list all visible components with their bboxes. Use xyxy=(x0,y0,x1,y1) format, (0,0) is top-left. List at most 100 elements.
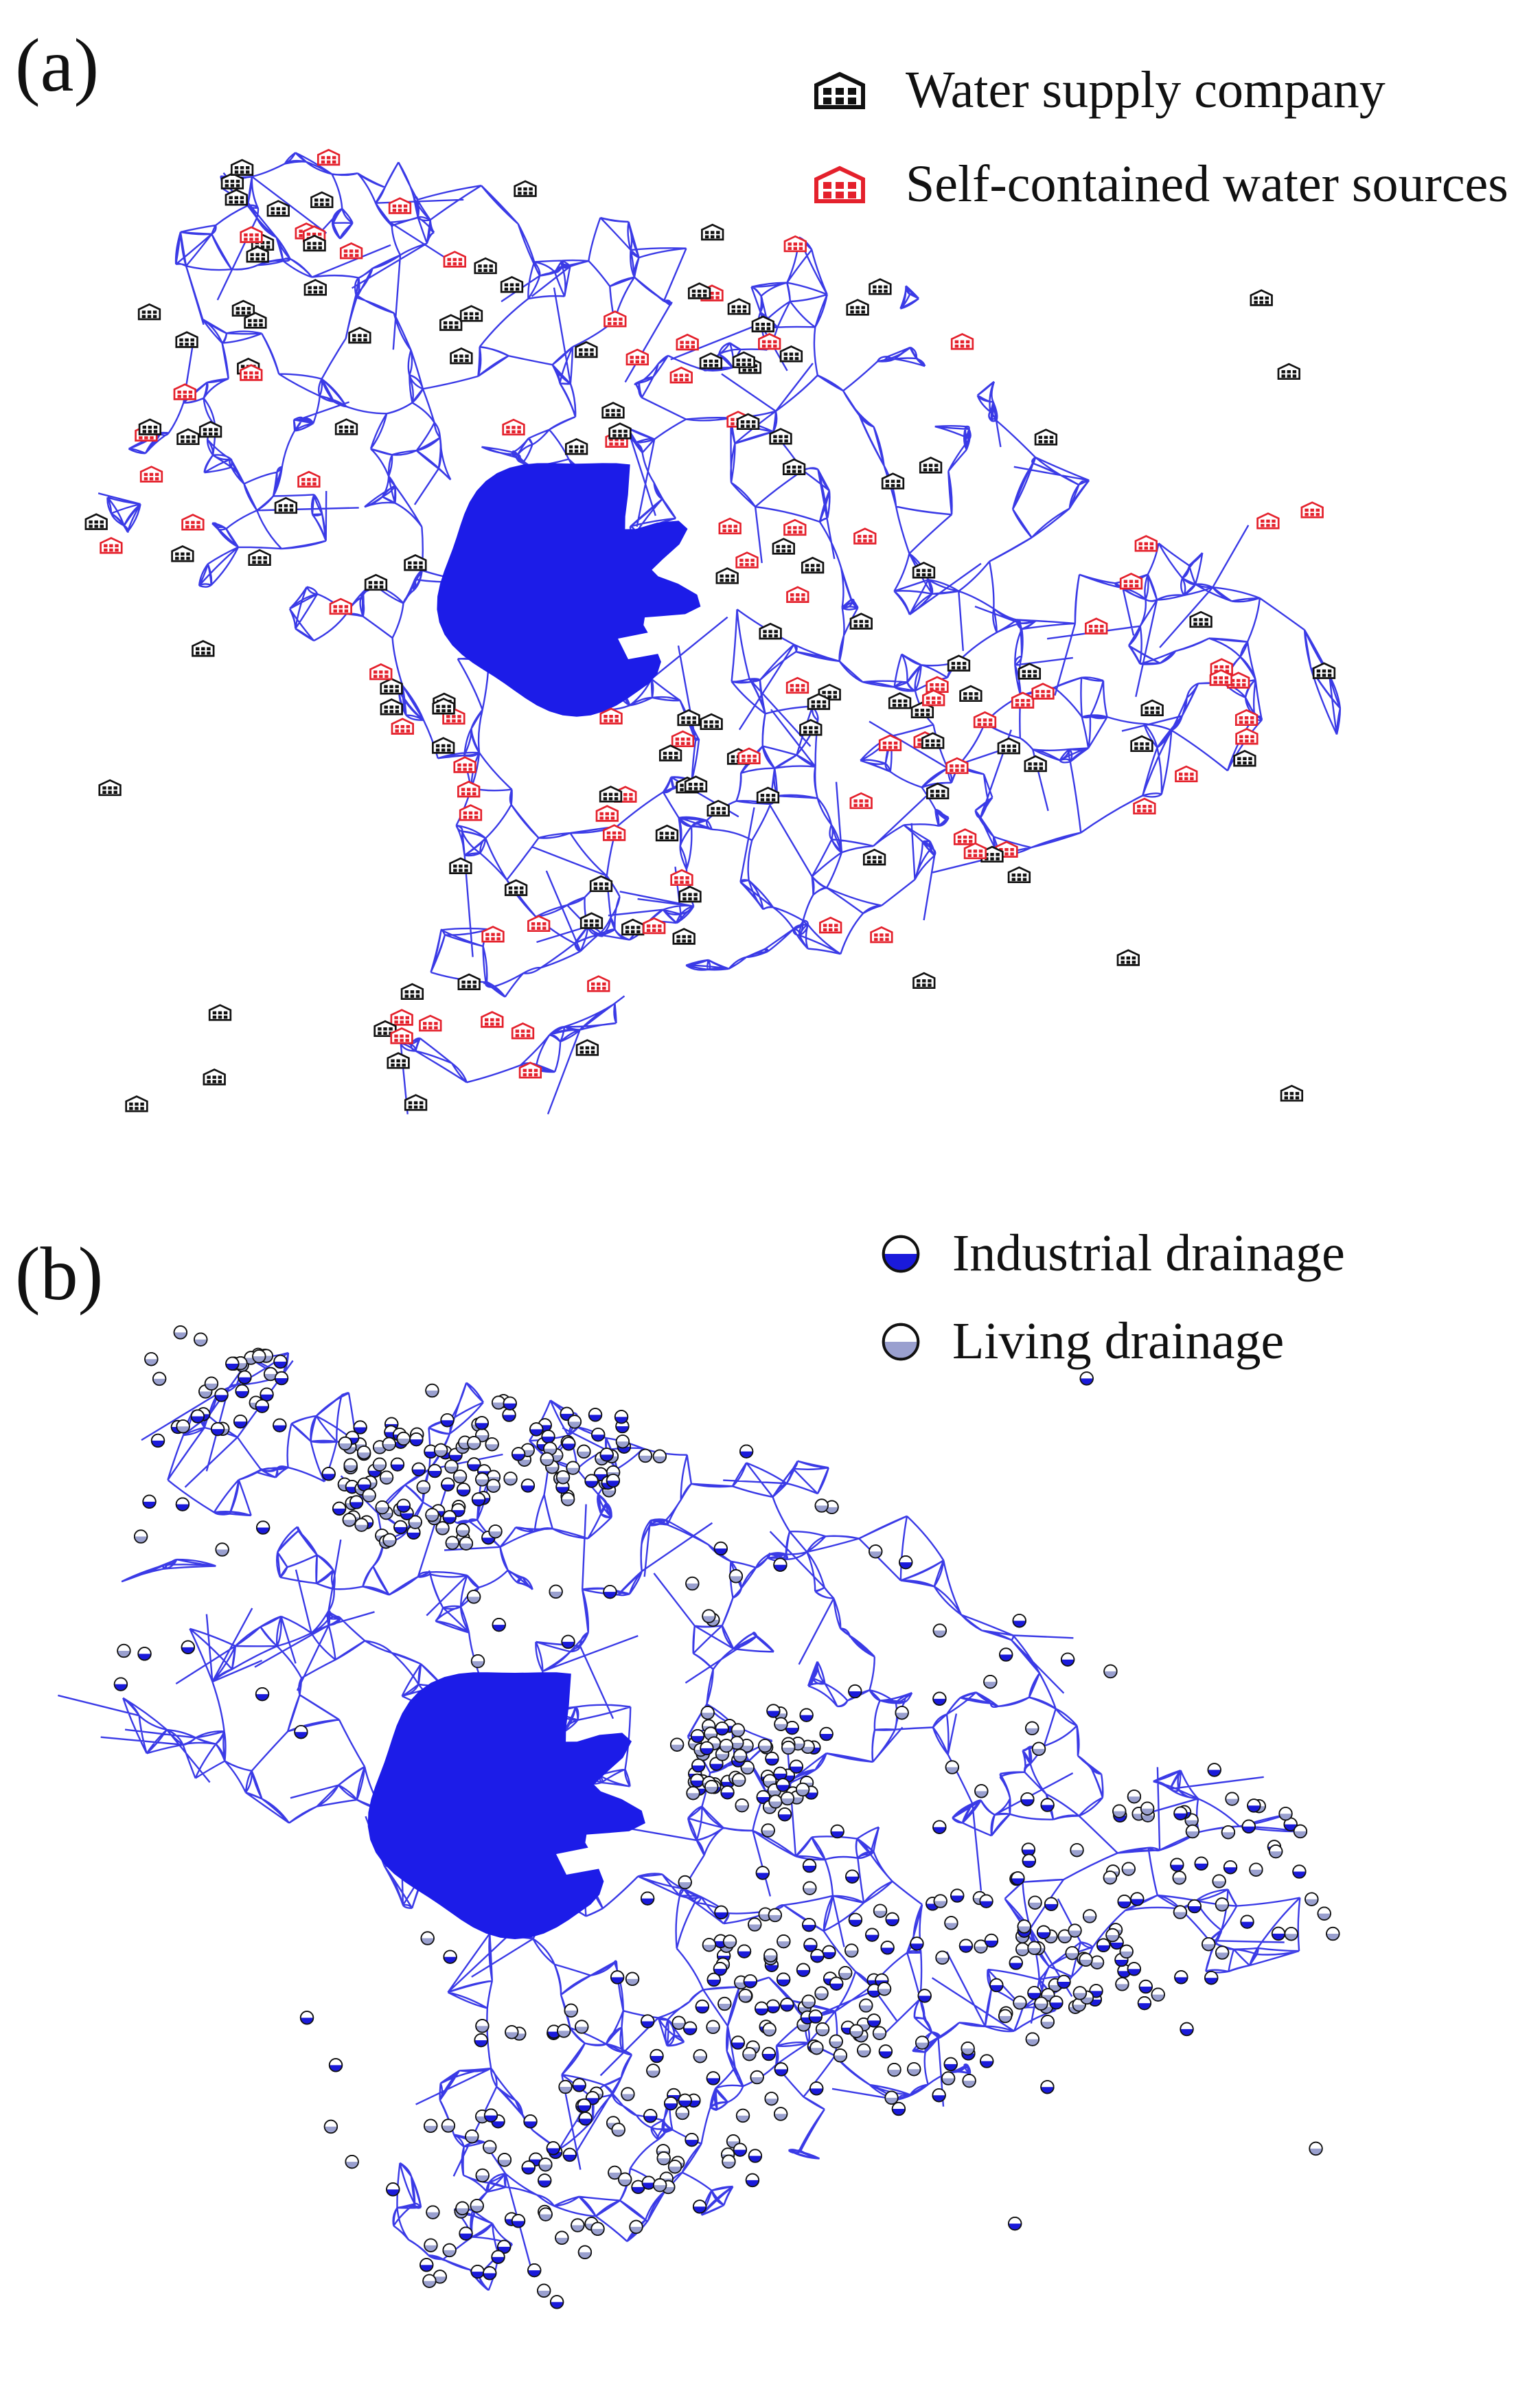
drainage-point-icon xyxy=(849,2024,864,2038)
building-icon xyxy=(849,613,873,630)
building-icon xyxy=(449,857,472,874)
drainage-point-icon xyxy=(409,1432,424,1447)
building-icon xyxy=(432,737,455,754)
drainage-point-icon xyxy=(735,1798,749,1813)
building-icon xyxy=(878,734,902,751)
drainage-point-icon xyxy=(435,1521,450,1535)
building-icon xyxy=(1312,662,1336,679)
drainage-point-icon xyxy=(562,2147,577,2162)
building-icon xyxy=(457,780,481,798)
panel-b: (b) Industrial drainage Living drainage xyxy=(0,1195,1540,2400)
drainage-point-icon xyxy=(1117,1894,1131,1909)
building-icon xyxy=(198,420,222,438)
drainage-point-icon xyxy=(1011,1871,1025,1886)
building-icon xyxy=(390,1009,413,1026)
drainage-point-icon xyxy=(511,2214,526,2228)
drainage-point-icon xyxy=(802,1858,817,1873)
building-icon xyxy=(575,1039,599,1056)
building-icon xyxy=(912,972,936,990)
drainage-point-icon xyxy=(577,2098,592,2113)
drainage-point-icon xyxy=(1040,2080,1055,2094)
drainage-point-icon xyxy=(1012,1614,1026,1628)
drainage-point-icon xyxy=(505,2025,519,2039)
drainage-point-icon xyxy=(599,1448,614,1462)
drainage-point-icon xyxy=(899,1555,913,1570)
drainage-point-icon xyxy=(944,1916,958,1930)
drainage-point-icon xyxy=(773,2107,788,2121)
building-icon xyxy=(339,242,363,260)
drainage-point-icon xyxy=(641,2014,655,2028)
drainage-point-icon xyxy=(152,1371,167,1386)
legend-item-self-contained-water-sources: Self-contained water sources xyxy=(814,155,1508,214)
building-icon xyxy=(602,824,626,841)
drainage-point-icon xyxy=(567,1415,582,1429)
drainage-point-icon xyxy=(873,1904,888,1918)
building-icon xyxy=(443,251,466,268)
drainage-point-icon xyxy=(590,2221,605,2236)
building-icon xyxy=(973,711,997,729)
drainage-point-icon xyxy=(537,2283,551,2298)
panel-label-a: (a) xyxy=(15,23,100,107)
drainage-point-icon xyxy=(700,1706,715,1720)
drainage-point-icon xyxy=(1127,1790,1142,1804)
drainage-point-icon xyxy=(693,2049,707,2064)
drainage-point-icon xyxy=(768,1794,783,1809)
drainage-point-icon xyxy=(1072,1986,1088,2000)
building-icon xyxy=(1119,573,1143,590)
drainage-point-icon xyxy=(756,1790,770,1805)
drainage-point-icon xyxy=(740,1760,755,1775)
building-icon xyxy=(625,348,649,366)
building-icon xyxy=(1007,866,1031,884)
drainage-point-icon xyxy=(629,2219,643,2235)
drainage-point-icon xyxy=(338,1436,352,1451)
drainage-point-icon xyxy=(1326,1926,1340,1941)
building-icon xyxy=(380,678,403,695)
drainage-point-icon xyxy=(562,1437,576,1451)
drainage-point-icon xyxy=(799,1708,814,1722)
building-icon xyxy=(953,828,977,845)
drainage-point-icon xyxy=(974,1939,988,1954)
drainage-point-icon xyxy=(566,1461,580,1475)
building-icon xyxy=(921,732,945,749)
drainage-point-icon xyxy=(357,1477,371,1492)
building-icon xyxy=(404,554,427,571)
drainage-point-icon xyxy=(137,1647,152,1661)
building-icon xyxy=(388,197,412,214)
drainage-point-icon xyxy=(884,2090,899,2105)
drainage-point-icon xyxy=(1173,1806,1188,1820)
drainage-point-icon xyxy=(1017,1919,1031,1934)
drainage-point-icon xyxy=(483,2266,497,2281)
drainage-point-icon xyxy=(411,1462,426,1476)
drainage-point-icon xyxy=(1070,1843,1084,1858)
building-icon xyxy=(658,744,682,762)
drainage-point-icon xyxy=(465,2129,479,2144)
building-icon xyxy=(814,71,865,109)
drainage-point-icon xyxy=(1022,1853,1036,1868)
legend-label-living-drainage: Living drainage xyxy=(952,1312,1285,1370)
drainage-point-icon xyxy=(577,2245,593,2259)
drainage-point-icon xyxy=(546,2141,560,2156)
drainage-point-icon xyxy=(932,1623,947,1638)
drainage-point-icon xyxy=(715,1722,729,1736)
drainage-point-icon xyxy=(1115,1977,1129,1991)
drainage-point-icon xyxy=(1090,1955,1105,1969)
drainage-point-icon xyxy=(354,1518,369,1532)
drainage-point-icon xyxy=(452,1470,468,1484)
building-icon xyxy=(387,1052,410,1069)
drainage-point-icon xyxy=(1317,1906,1331,1921)
drainage-point-icon xyxy=(737,1944,752,1958)
drainage-point-icon xyxy=(615,1435,630,1449)
drainage-point-icon xyxy=(113,1677,128,1691)
drainage-point-icon xyxy=(685,1576,700,1591)
building-icon xyxy=(1250,289,1273,306)
building-icon xyxy=(684,775,708,792)
drainage-point-icon xyxy=(393,1520,408,1535)
drainage-point-icon xyxy=(695,1999,709,2014)
building-icon xyxy=(1209,669,1232,686)
drainage-point-icon xyxy=(1057,1974,1071,1989)
drainage-point-icon xyxy=(238,1370,252,1384)
drainage-point-icon xyxy=(1027,1941,1042,1955)
drainage-point-icon xyxy=(685,2132,699,2147)
drainage-point-icon xyxy=(1284,1927,1298,1941)
drainage-point-icon xyxy=(621,2087,635,2101)
